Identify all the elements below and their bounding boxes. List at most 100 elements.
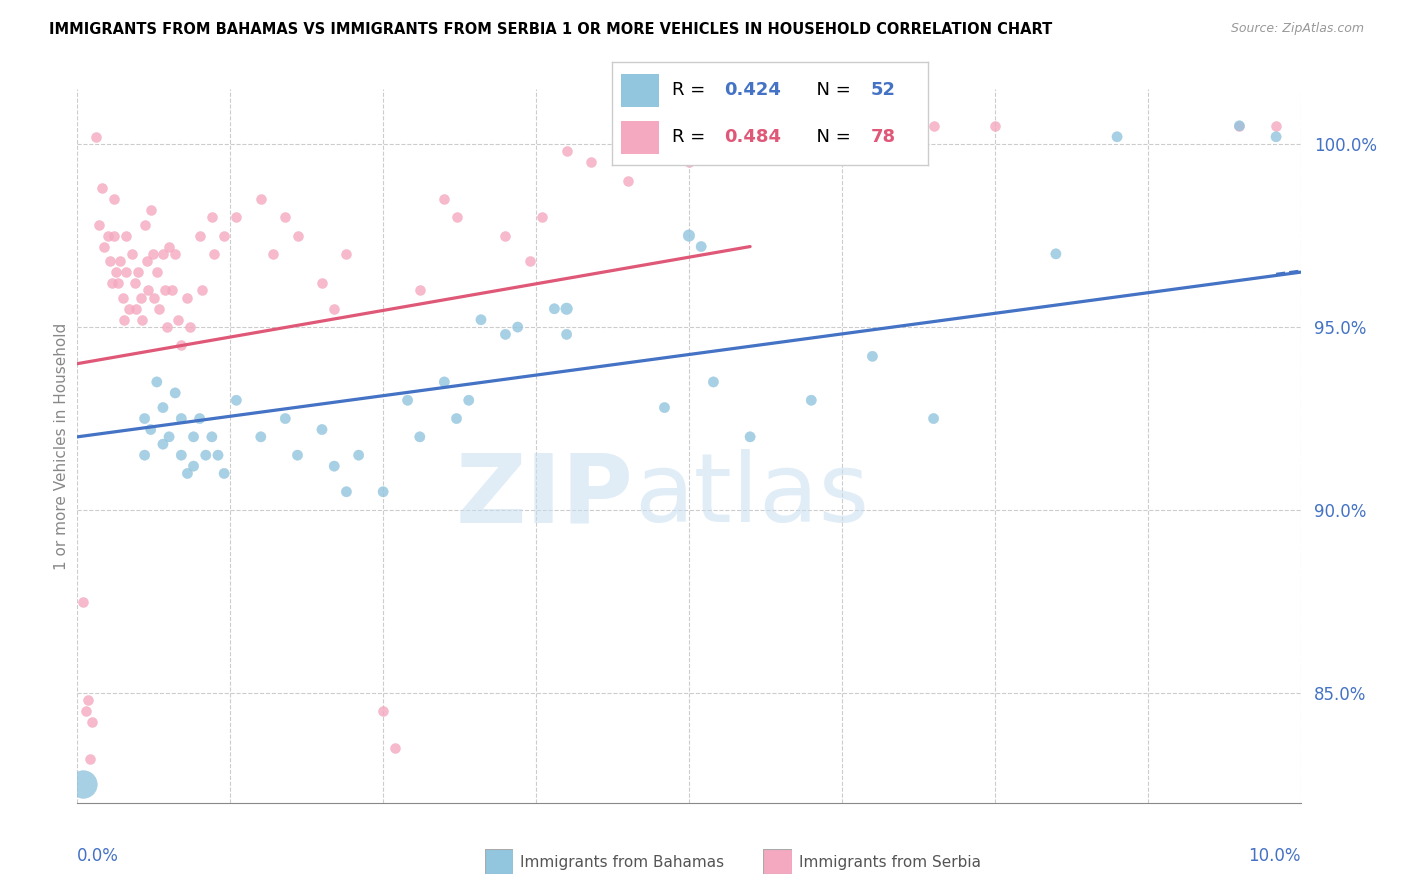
Point xyxy=(225,211,247,225)
Point xyxy=(287,228,309,243)
Text: N =: N = xyxy=(804,128,856,146)
Point xyxy=(409,430,432,444)
Point xyxy=(262,247,284,261)
Point xyxy=(103,192,125,206)
Point xyxy=(160,284,183,298)
Point xyxy=(93,239,115,253)
Point xyxy=(127,265,149,279)
Point xyxy=(165,247,187,261)
Point xyxy=(157,430,180,444)
Point xyxy=(678,155,700,169)
Point xyxy=(800,137,823,152)
Point xyxy=(371,484,394,499)
Text: Immigrants from Serbia: Immigrants from Serbia xyxy=(799,855,980,870)
FancyBboxPatch shape xyxy=(621,121,659,153)
Point xyxy=(335,247,357,261)
Point xyxy=(176,467,198,481)
Point xyxy=(446,211,468,225)
Point xyxy=(446,411,468,425)
Point xyxy=(170,338,193,352)
Point xyxy=(396,393,419,408)
Text: R =: R = xyxy=(672,81,710,99)
Point xyxy=(495,228,517,243)
Point xyxy=(183,430,205,444)
Point xyxy=(212,228,235,243)
Point xyxy=(470,312,492,326)
Point xyxy=(202,247,225,261)
Text: 0.484: 0.484 xyxy=(724,128,780,146)
Point xyxy=(506,320,529,334)
Point xyxy=(250,430,273,444)
Point xyxy=(740,430,762,444)
Point xyxy=(862,349,884,363)
Point xyxy=(111,291,134,305)
Point xyxy=(519,254,541,268)
Point xyxy=(1045,247,1067,261)
Point xyxy=(188,411,211,425)
Point xyxy=(139,423,162,437)
Point xyxy=(201,430,224,444)
Point xyxy=(112,312,135,326)
Point xyxy=(118,301,141,316)
Point xyxy=(165,386,187,401)
Point xyxy=(311,423,333,437)
Point xyxy=(166,312,188,326)
Point xyxy=(678,228,700,243)
Point xyxy=(579,155,602,169)
Point xyxy=(79,752,101,766)
Point xyxy=(188,228,211,243)
Point xyxy=(152,247,174,261)
Point xyxy=(555,145,578,159)
Point xyxy=(90,181,112,195)
Text: Immigrants from Bahamas: Immigrants from Bahamas xyxy=(520,855,724,870)
Text: R =: R = xyxy=(672,128,710,146)
Point xyxy=(201,211,224,225)
Point xyxy=(457,393,479,408)
Point xyxy=(136,254,159,268)
Point xyxy=(800,393,823,408)
Text: 10.0%: 10.0% xyxy=(1249,847,1301,864)
Point xyxy=(335,484,357,499)
Point xyxy=(1229,119,1251,133)
Point xyxy=(100,276,122,290)
Text: 78: 78 xyxy=(872,128,896,146)
Text: N =: N = xyxy=(804,81,856,99)
Point xyxy=(495,327,517,342)
Point xyxy=(176,291,198,305)
Point xyxy=(371,704,394,718)
Text: IMMIGRANTS FROM BAHAMAS VS IMMIGRANTS FROM SERBIA 1 OR MORE VEHICLES IN HOUSEHOL: IMMIGRANTS FROM BAHAMAS VS IMMIGRANTS FR… xyxy=(49,22,1053,37)
Point xyxy=(555,301,578,316)
Point xyxy=(984,119,1007,133)
Point xyxy=(1229,119,1251,133)
Point xyxy=(531,211,554,225)
Point xyxy=(1107,129,1129,144)
Point xyxy=(98,254,121,268)
Point xyxy=(129,291,152,305)
Point xyxy=(690,239,713,253)
Text: atlas: atlas xyxy=(634,450,869,542)
Point xyxy=(740,119,762,133)
Point xyxy=(409,284,432,298)
Point xyxy=(170,448,193,462)
Point xyxy=(134,218,156,232)
Text: 52: 52 xyxy=(872,81,896,99)
Text: 0.0%: 0.0% xyxy=(77,847,120,864)
Point xyxy=(1265,119,1288,133)
Point xyxy=(347,448,370,462)
Point xyxy=(152,437,174,451)
Point xyxy=(617,174,640,188)
Point xyxy=(433,375,456,389)
Point xyxy=(115,228,138,243)
Point xyxy=(384,740,406,755)
Point xyxy=(155,284,177,298)
Point xyxy=(212,467,235,481)
Point xyxy=(433,192,456,206)
Point xyxy=(139,202,162,217)
Point xyxy=(124,276,146,290)
Point xyxy=(183,459,205,474)
Text: 0.424: 0.424 xyxy=(724,81,780,99)
Point xyxy=(323,301,346,316)
Point xyxy=(543,301,565,316)
Point xyxy=(136,284,159,298)
Point xyxy=(146,265,169,279)
